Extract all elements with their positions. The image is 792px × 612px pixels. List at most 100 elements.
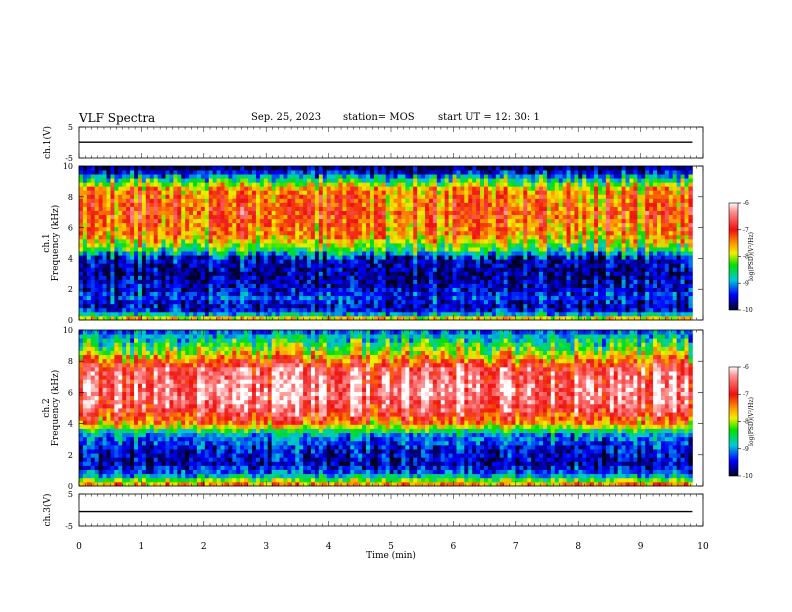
spectrogram-cell	[299, 182, 304, 187]
spectrogram-cell	[275, 178, 280, 183]
spectrogram-cell	[531, 291, 536, 297]
spectrogram-cell	[90, 222, 96, 228]
spectrogram-cell	[460, 214, 465, 220]
spectrogram-cell	[252, 234, 257, 240]
spectrogram-cell	[346, 178, 351, 183]
spectrogram-cell	[275, 182, 280, 187]
spectrogram-cell	[519, 174, 524, 179]
spectrogram-cell	[566, 303, 571, 309]
spectrogram-cell	[118, 182, 123, 187]
spectrogram-cell	[535, 307, 540, 313]
spectrogram-cell	[204, 311, 210, 317]
spectrogram-cell	[220, 170, 225, 175]
spectrogram-cell	[464, 178, 469, 183]
spectrogram-cell	[476, 255, 481, 260]
spectrogram-cell	[448, 247, 453, 252]
spectrogram-cell	[106, 279, 111, 284]
spectrogram-cell	[535, 247, 540, 252]
spectrogram-cell	[224, 218, 229, 224]
spectrogram-cell	[165, 251, 170, 256]
spectrogram-cell	[480, 214, 485, 220]
spectrogram-cell	[193, 174, 198, 179]
spectrogram-cell	[428, 178, 434, 183]
spectrogram-cell	[212, 251, 218, 256]
spectrogram-cell	[216, 174, 221, 179]
spectrogram-cell	[106, 247, 111, 252]
spectrogram-cell	[252, 166, 257, 171]
spectrogram-cell	[480, 174, 485, 179]
spectrogram-cell	[566, 186, 571, 191]
spectrogram-cell	[303, 271, 308, 276]
spectrogram-cell	[130, 291, 135, 297]
spectrogram-cell	[307, 222, 312, 228]
spectrogram-cell	[401, 186, 406, 191]
spectrogram-cell	[82, 170, 88, 175]
spectrogram-cell	[484, 238, 489, 244]
spectrogram-cell	[244, 210, 249, 216]
spectrogram-cell	[542, 279, 548, 284]
spectrogram-cell	[440, 279, 446, 284]
spectrogram-cell	[220, 283, 225, 288]
spectrogram-cell	[515, 279, 520, 284]
spectrogram-cell	[275, 271, 280, 276]
spectrogram-cell	[122, 218, 127, 224]
spectrogram-cell	[389, 303, 394, 309]
spectrogram-cell	[90, 206, 96, 211]
spectrogram-cell	[373, 299, 379, 305]
spectrogram-cell	[519, 214, 524, 220]
spectrogram-cell	[539, 279, 544, 284]
spectrogram-cell	[102, 303, 107, 309]
spectrogram-cell	[405, 283, 410, 288]
spectrogram-cell	[126, 230, 131, 236]
spectrogram-cell	[307, 166, 312, 171]
spectrogram-cell	[307, 202, 312, 207]
spectrogram-cell	[460, 247, 465, 252]
spectrogram-cell	[468, 206, 473, 211]
spectrogram-cell	[542, 230, 548, 236]
spectrogram-cell	[165, 243, 170, 248]
spectrogram-cell	[480, 315, 485, 321]
spectrogram-cell	[389, 202, 394, 207]
spectrogram-cell	[436, 303, 442, 309]
spectrogram-cell	[90, 170, 96, 175]
spectrogram-cell	[389, 194, 394, 199]
spectrogram-cell	[495, 190, 501, 195]
spectrogram-cell	[228, 230, 233, 236]
spectrogram-cell	[322, 303, 328, 309]
spectrogram-cell	[271, 283, 276, 288]
spectrogram-cell	[185, 170, 190, 175]
spectrogram-cell	[385, 202, 391, 207]
spectrogram-cell	[421, 198, 426, 203]
spectrogram-cell	[310, 226, 316, 232]
spectrogram-cell	[531, 178, 536, 183]
spectrogram-cell	[228, 202, 233, 207]
spectrogram-cell	[118, 198, 123, 203]
spectrogram-cell	[554, 243, 560, 248]
spectrogram-cell	[440, 182, 446, 187]
spectrogram-cell	[236, 299, 241, 305]
spectrogram-cell	[456, 178, 461, 183]
spectrogram-cell	[330, 178, 335, 183]
spectrogram-cell	[279, 247, 284, 252]
spectrogram-cell	[476, 234, 481, 240]
spectrogram-cell	[248, 214, 253, 220]
spectrogram-cell	[314, 275, 320, 280]
spectrogram-cell	[381, 299, 387, 305]
spectrogram-cell	[432, 283, 438, 288]
spectrogram-cell	[279, 275, 284, 280]
spectrogram-cell	[165, 291, 170, 297]
spectrogram-cell	[539, 283, 544, 288]
spectrogram-cell	[161, 166, 166, 171]
spectrogram-cell	[421, 307, 426, 313]
spectrogram-cell	[169, 263, 174, 268]
spectrogram-cell	[126, 295, 131, 301]
spectrogram-cell	[145, 178, 151, 183]
spectrogram-cell	[381, 279, 387, 284]
spectrogram-cell	[94, 194, 100, 199]
spectrogram-cell	[366, 194, 371, 199]
spectrogram-cell	[350, 255, 355, 260]
spectrogram-cell	[157, 230, 162, 236]
spectrogram-cell	[200, 307, 206, 313]
spectrogram-cell	[295, 214, 300, 220]
